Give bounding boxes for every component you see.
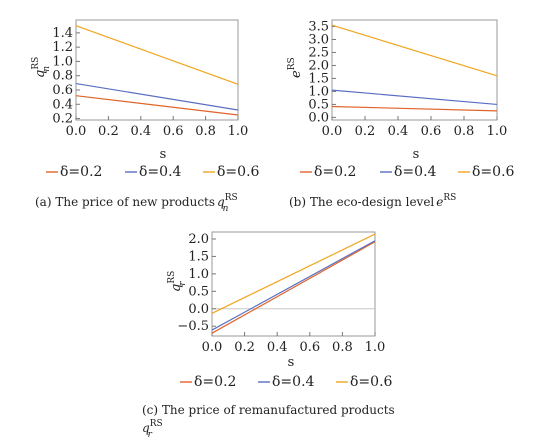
- panel-caption: (c) The price of remanufactured products: [142, 403, 395, 417]
- caption-math: eRS: [436, 193, 456, 209]
- x-axis-label: s: [160, 147, 167, 162]
- y-tick-label: 1.0: [188, 267, 209, 282]
- caption-math: qRS n: [217, 193, 238, 214]
- y-tick-label: −0.5: [177, 319, 209, 334]
- legend-label-1: δ=0.2: [60, 164, 102, 180]
- legend-label-2: δ=0.4: [272, 374, 315, 390]
- y-tick-label: 0.8: [52, 69, 73, 84]
- y-tick-label: 0.2: [52, 112, 73, 127]
- legend-label-3: δ=0.6: [350, 374, 393, 390]
- x-tick-label: 0.4: [267, 340, 288, 355]
- series-line-2: [75, 82, 239, 111]
- legend-label-3: δ=0.6: [217, 164, 260, 180]
- x-tick-label: 0.4: [388, 124, 409, 139]
- series-line-3: [211, 233, 376, 314]
- y-tick-label: 3.0: [308, 32, 329, 47]
- series-line-2: [331, 89, 498, 106]
- x-tick-label: 0.0: [202, 340, 223, 355]
- x-tick-label: 1.0: [228, 124, 249, 139]
- y-tick-label: 1.5: [188, 249, 209, 264]
- y-axis-label-group: qRSr: [167, 271, 188, 292]
- chart-panel-1: 0.0 0.2 0.4 0.6 0.8 1.00.20.40.60.81.01.21.4s…: [31, 19, 260, 214]
- legend-label-2: δ=0.4: [394, 164, 437, 180]
- y-tick-label: 1.0: [52, 54, 73, 69]
- legend-label-1: δ=0.2: [314, 164, 356, 180]
- x-tick-label: 0.8: [195, 124, 216, 139]
- y-tick-label: 2.5: [308, 45, 329, 60]
- x-tick-label: 0.2: [234, 340, 255, 355]
- y-tick-label: 1.5: [308, 71, 329, 86]
- y-axis-label: eRS: [287, 57, 304, 78]
- y-tick-label: 0.0: [308, 110, 329, 125]
- caption-math: qRS r: [142, 419, 163, 440]
- series-line-1: [75, 95, 239, 116]
- x-tick-label: 0.4: [130, 124, 151, 139]
- plot-frame: [331, 19, 498, 121]
- panel-caption: (a) The price of new products: [35, 195, 215, 209]
- x-tick-label: 0.6: [163, 124, 184, 139]
- series-line-3: [331, 24, 498, 77]
- panel-caption: (b) The eco-design level: [289, 195, 434, 209]
- series-line-2: [211, 240, 376, 331]
- y-tick-label: 0.0: [188, 302, 209, 317]
- plot-frame: [211, 231, 376, 337]
- y-axis-label-group: eRS: [287, 57, 304, 78]
- x-tick-label: 1.0: [365, 340, 386, 355]
- plot-frame: [75, 19, 239, 121]
- legend-label-3: δ=0.6: [472, 164, 515, 180]
- y-tick-label: 1.4: [52, 26, 73, 41]
- x-tick-label: 0.0: [322, 124, 343, 139]
- y-tick-label: 0.4: [52, 97, 73, 112]
- chart-panel-3: 0.0 0.2 0.4 0.6 0.8 1.0 −0.5 0.0 0.5 1.0 1.5 2.0 s qR…: [142, 231, 395, 440]
- x-tick-label: 0.6: [299, 340, 320, 355]
- y-tick-label: 0.5: [188, 284, 209, 299]
- y-tick-label: 1.2: [52, 40, 73, 55]
- y-tick-label: 0.5: [308, 97, 329, 112]
- y-axis-label-group: qRSn: [31, 57, 52, 78]
- x-tick-label: 1.0: [487, 124, 508, 139]
- y-axis-label: qRSn: [31, 57, 52, 78]
- y-tick-label: 3.5: [308, 19, 329, 34]
- series-line-3: [75, 25, 239, 85]
- x-tick-label: 0.2: [355, 124, 376, 139]
- y-tick-label: 2.0: [188, 232, 209, 247]
- x-tick-label: 0.6: [421, 124, 442, 139]
- legend-label-2: δ=0.4: [139, 164, 182, 180]
- series-line-1: [331, 105, 498, 112]
- x-tick-label: 0.0: [66, 124, 87, 139]
- chart-panel-2: 0.0 0.2 0.4 0.6 0.8 1.00.00.51.01.52.02.53.03…: [287, 19, 515, 209]
- x-tick-label: 0.8: [332, 340, 353, 355]
- series-line-1: [211, 241, 376, 334]
- legend-label-1: δ=0.2: [194, 374, 236, 390]
- y-tick-label: 0.6: [52, 83, 73, 98]
- x-tick-label: 0.8: [454, 124, 475, 139]
- y-axis-label: qRSr: [167, 271, 188, 292]
- x-axis-label: s: [413, 147, 420, 162]
- x-axis-label: s: [288, 355, 295, 370]
- y-tick-label: 2.0: [308, 58, 329, 73]
- y-tick-label: 1.0: [308, 84, 329, 99]
- x-tick-label: 0.2: [98, 124, 119, 139]
